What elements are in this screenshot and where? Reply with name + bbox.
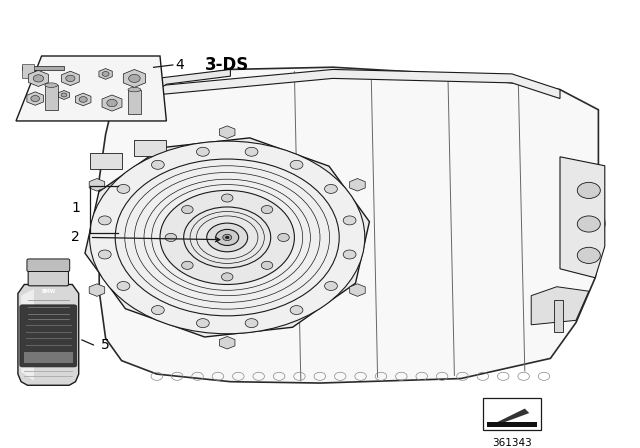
Circle shape: [184, 207, 271, 268]
Text: 5: 5: [101, 338, 110, 352]
Circle shape: [182, 206, 193, 214]
Circle shape: [290, 306, 303, 314]
Circle shape: [129, 74, 140, 82]
Circle shape: [216, 229, 239, 246]
Circle shape: [324, 185, 337, 194]
Polygon shape: [349, 284, 365, 297]
Circle shape: [225, 236, 229, 239]
Polygon shape: [560, 157, 605, 278]
Polygon shape: [27, 92, 44, 105]
Polygon shape: [488, 409, 529, 426]
Bar: [22, 64, 34, 78]
Circle shape: [115, 159, 339, 316]
Text: 3-DS: 3-DS: [205, 56, 249, 74]
Circle shape: [278, 233, 289, 241]
Polygon shape: [89, 284, 105, 297]
Bar: [128, 90, 141, 114]
Polygon shape: [58, 90, 70, 99]
Circle shape: [31, 95, 40, 102]
Polygon shape: [76, 93, 91, 106]
Circle shape: [152, 160, 164, 169]
Circle shape: [102, 72, 109, 76]
Circle shape: [61, 93, 67, 97]
Circle shape: [152, 306, 164, 314]
Polygon shape: [89, 178, 105, 191]
Polygon shape: [99, 69, 112, 79]
Circle shape: [245, 147, 258, 156]
Polygon shape: [220, 336, 235, 349]
Polygon shape: [141, 69, 560, 99]
Polygon shape: [21, 289, 34, 381]
Circle shape: [196, 147, 209, 156]
Circle shape: [117, 185, 130, 194]
Ellipse shape: [128, 87, 141, 92]
Polygon shape: [531, 287, 589, 325]
Circle shape: [79, 97, 87, 102]
Circle shape: [207, 223, 248, 252]
Text: 2: 2: [71, 230, 80, 245]
Circle shape: [290, 160, 303, 169]
Polygon shape: [85, 138, 369, 337]
Polygon shape: [220, 126, 235, 138]
Circle shape: [577, 216, 600, 232]
Bar: [24, 352, 73, 363]
Text: 361343: 361343: [492, 438, 532, 448]
Bar: [483, 398, 541, 430]
FancyBboxPatch shape: [28, 266, 68, 286]
Circle shape: [182, 261, 193, 269]
Circle shape: [245, 319, 258, 327]
Polygon shape: [28, 70, 49, 86]
Polygon shape: [124, 69, 145, 87]
Circle shape: [99, 216, 111, 225]
Circle shape: [343, 216, 356, 225]
Circle shape: [223, 234, 232, 241]
Circle shape: [261, 261, 273, 269]
Polygon shape: [102, 95, 122, 111]
FancyBboxPatch shape: [20, 305, 77, 367]
Circle shape: [107, 99, 117, 107]
Circle shape: [261, 206, 273, 214]
Text: 4: 4: [175, 58, 184, 72]
Circle shape: [90, 141, 365, 334]
Circle shape: [343, 250, 356, 259]
Circle shape: [324, 281, 337, 290]
Polygon shape: [16, 56, 166, 121]
Polygon shape: [349, 179, 365, 191]
Circle shape: [196, 319, 209, 327]
FancyBboxPatch shape: [27, 259, 70, 271]
Circle shape: [117, 281, 130, 290]
Circle shape: [221, 194, 233, 202]
Circle shape: [165, 233, 177, 241]
Bar: [45, 85, 58, 110]
Circle shape: [66, 75, 75, 82]
Bar: [22, 66, 64, 70]
Circle shape: [160, 190, 294, 284]
Circle shape: [577, 247, 600, 263]
Circle shape: [221, 273, 233, 281]
Bar: [487, 422, 537, 427]
Polygon shape: [61, 71, 79, 86]
Polygon shape: [112, 69, 230, 112]
Circle shape: [33, 75, 44, 82]
Circle shape: [577, 182, 600, 198]
Bar: [90, 153, 122, 169]
Text: 1: 1: [71, 201, 80, 215]
Bar: [134, 140, 166, 156]
Text: BMW: BMW: [41, 289, 56, 294]
Polygon shape: [554, 300, 563, 332]
Polygon shape: [99, 67, 605, 383]
Circle shape: [99, 250, 111, 259]
Ellipse shape: [45, 83, 58, 87]
Polygon shape: [18, 284, 79, 385]
